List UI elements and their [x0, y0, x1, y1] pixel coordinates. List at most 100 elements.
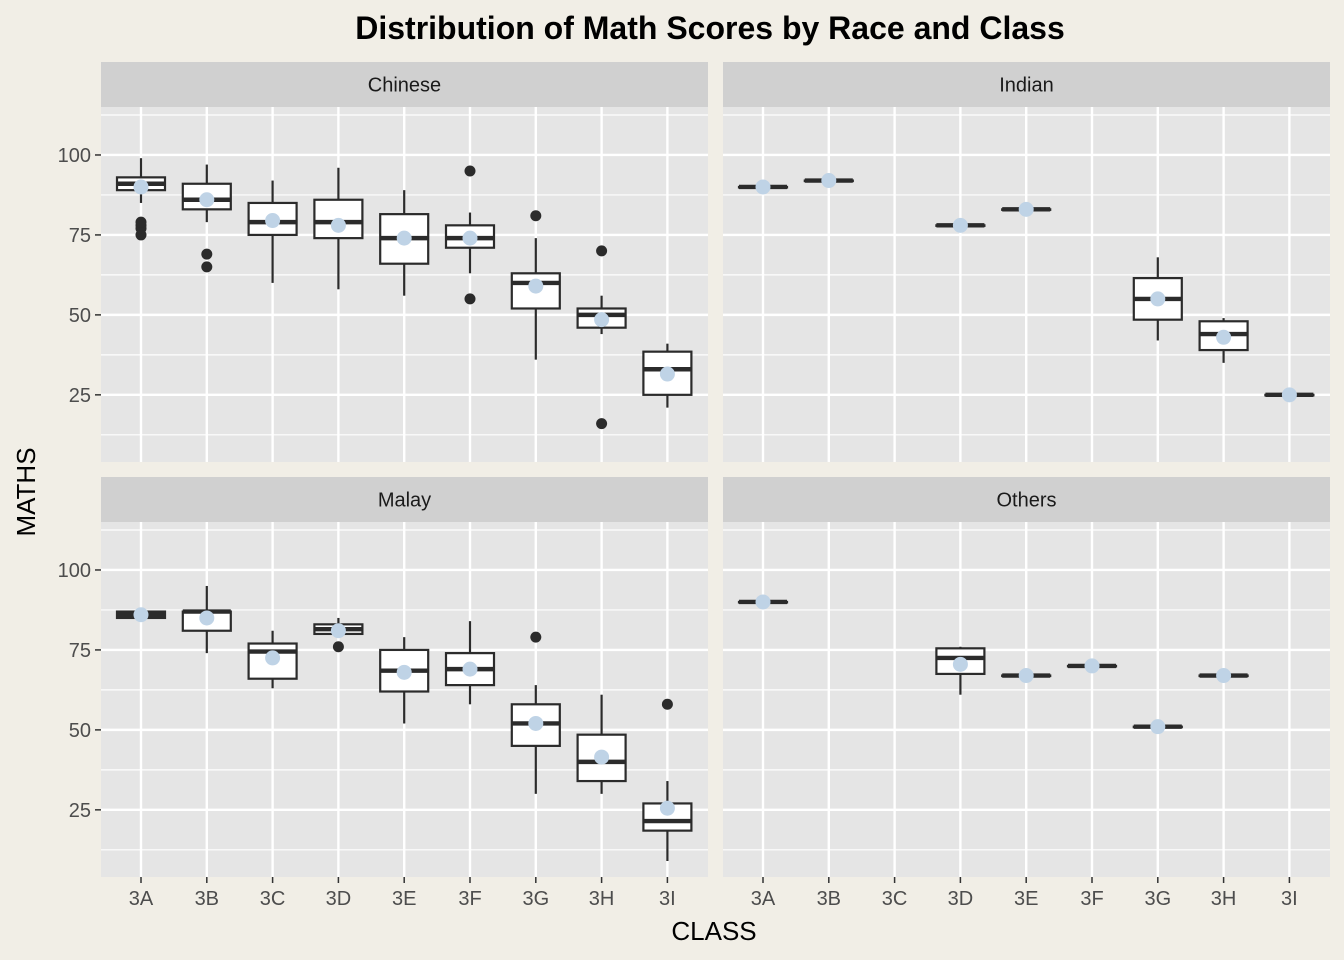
- x-tick-label-3a: 3A: [129, 888, 154, 910]
- boxplot-malay-3c: [247, 630, 298, 689]
- mean-point: [1084, 658, 1100, 674]
- facet-strip-others: [723, 477, 1330, 522]
- mean-point: [199, 610, 215, 626]
- facet-label-indian: Indian: [999, 75, 1054, 97]
- facet-panel-others: Others 3A 3B 3C 3D 3E 3F 3G 3H 3I: [723, 477, 1330, 910]
- facet-label-others: Others: [996, 490, 1056, 512]
- mean-point: [133, 179, 149, 195]
- boxplot-malay-3h: [576, 694, 627, 794]
- facet-panels: Chinese 25 50 75 100 Indian Malay 25 50 75 100 3A 3B…: [58, 62, 1330, 910]
- facet-panel-chinese: Chinese 25 50 75 100: [58, 62, 708, 462]
- boxplot-indian-3i: [1264, 387, 1315, 403]
- boxplot-malay-3b: [181, 585, 232, 654]
- mean-point: [659, 800, 675, 816]
- mean-point: [396, 664, 412, 680]
- x-tick-label-3c: 3C: [260, 888, 286, 910]
- boxplot-malay-3d: [313, 617, 364, 653]
- y-tick-label-100: 100: [58, 560, 91, 582]
- boxplot-chinese-3a: [115, 158, 167, 241]
- mean-point: [1018, 201, 1034, 217]
- facet-strip-malay: [101, 477, 708, 522]
- x-tick-label-3h: 3H: [589, 888, 615, 910]
- mean-point: [1150, 291, 1166, 307]
- boxplot-others-3e: [1001, 668, 1052, 684]
- outlier-point: [135, 216, 147, 228]
- y-tick-label-100: 100: [58, 145, 91, 167]
- x-tick-label-3d: 3D: [326, 888, 352, 910]
- boxplot-indian-3e: [1001, 201, 1052, 217]
- boxplot-indian-3a: [737, 179, 789, 195]
- facet-strip-indian: [723, 62, 1330, 107]
- x-tick-label-3g: 3G: [1144, 888, 1171, 910]
- chart-title: Distribution of Math Scores by Race and …: [355, 10, 1064, 46]
- boxplot-others-3h: [1198, 668, 1249, 684]
- x-tick-label-3d: 3D: [948, 888, 974, 910]
- mean-point: [952, 656, 968, 672]
- mean-point: [528, 715, 544, 731]
- boxplot-malay-3f: [444, 621, 496, 705]
- boxplot-chinese-3b: [181, 164, 232, 273]
- mean-point: [659, 366, 675, 382]
- facet-panel-malay: Malay 25 50 75 100 3A 3B 3C 3D 3E 3F 3G 3H 3I: [58, 477, 708, 910]
- x-tick-label-3e: 3E: [1014, 888, 1038, 910]
- y-tick-label-50: 50: [69, 305, 91, 327]
- outlier-point: [596, 245, 608, 257]
- mean-point: [396, 230, 412, 246]
- mean-point: [1216, 329, 1232, 345]
- mean-point: [755, 594, 771, 610]
- boxplot-chinese-3g: [510, 210, 561, 360]
- mean-point: [462, 230, 478, 246]
- mean-point: [199, 192, 215, 208]
- outlier-point: [464, 293, 476, 305]
- boxplot-others-3a: [737, 594, 789, 610]
- outlier-point: [530, 210, 542, 222]
- boxplot-others-3f: [1066, 658, 1118, 674]
- mean-point: [1281, 387, 1297, 403]
- outlier-point: [596, 418, 608, 430]
- boxplot-chinese-3i: [642, 343, 693, 408]
- x-tick-label-3f: 3F: [1080, 888, 1103, 910]
- boxplot-malay-3g: [510, 631, 561, 794]
- mean-point: [755, 179, 771, 195]
- boxplot-indian-3h: [1198, 318, 1249, 363]
- mean-point: [821, 173, 837, 189]
- outlier-point: [201, 248, 213, 260]
- mean-point: [528, 278, 544, 294]
- x-tick-label-3i: 3I: [659, 888, 676, 910]
- outlier-point: [201, 261, 213, 273]
- y-tick-label-25: 25: [69, 800, 91, 822]
- mean-point: [594, 312, 610, 328]
- x-tick-label-3g: 3G: [522, 888, 549, 910]
- facet-panel-indian: Indian: [723, 62, 1330, 462]
- mean-point: [133, 607, 149, 623]
- boxplot-chinese-3f: [444, 165, 496, 305]
- boxplot-malay-3a: [115, 607, 167, 623]
- y-tick-label-75: 75: [69, 225, 91, 247]
- boxplot-others-3g: [1132, 719, 1183, 735]
- mean-point: [1018, 668, 1034, 684]
- boxplot-malay-3e: [379, 637, 430, 724]
- x-tick-label-3b: 3B: [195, 888, 219, 910]
- boxplot-others-3d: [935, 646, 986, 695]
- x-tick-label-3h: 3H: [1211, 888, 1237, 910]
- mean-point: [1150, 719, 1166, 735]
- x-tick-label-3e: 3E: [392, 888, 416, 910]
- mean-point: [330, 623, 346, 639]
- x-tick-label-3b: 3B: [817, 888, 841, 910]
- mean-point: [330, 217, 346, 233]
- outlier-point: [332, 641, 344, 653]
- x-tick-label-3f: 3F: [458, 888, 481, 910]
- x-tick-label-3i: 3I: [1281, 888, 1298, 910]
- boxplot-chinese-3h: [576, 245, 627, 430]
- outlier-point: [530, 631, 542, 643]
- boxplot-chinese-3e: [379, 190, 430, 296]
- outlier-point: [661, 698, 673, 710]
- x-tick-label-3a: 3A: [751, 888, 776, 910]
- mean-point: [265, 213, 281, 229]
- box-iqr: [642, 350, 693, 396]
- y-tick-label-25: 25: [69, 385, 91, 407]
- y-axis-title: MATHS: [11, 447, 41, 536]
- y-tick-label-50: 50: [69, 720, 91, 742]
- boxplot-malay-3i: [642, 698, 693, 862]
